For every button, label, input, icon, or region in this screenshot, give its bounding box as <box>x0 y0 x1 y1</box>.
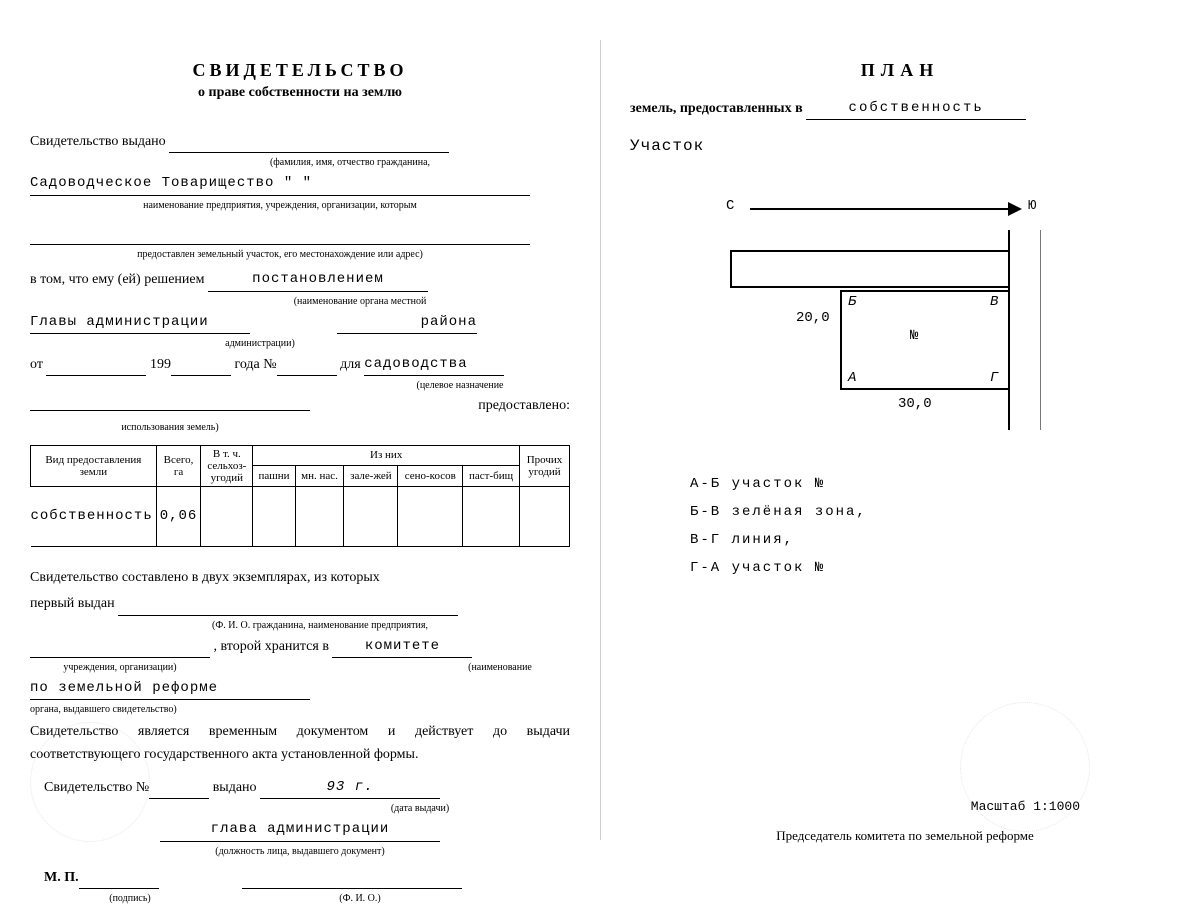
dim-30: 30,0 <box>898 396 932 412</box>
dim-20: 20,0 <box>796 310 830 326</box>
compass: С Ю <box>630 190 1170 230</box>
cert-title: СВИДЕТЕЛЬСТВО <box>30 60 570 81</box>
org-line: Садоводческое Товарищество " " <box>30 172 530 195</box>
admin-hint: администрации) <box>30 338 490 349</box>
point-v: В <box>990 294 998 310</box>
legend-item: В-Г линия, <box>690 526 1170 554</box>
chairman: Председатель комитета по земельной рефор… <box>640 828 1170 844</box>
position-hint: (должность лица, выдавшего документ) <box>160 846 440 857</box>
plan-diagram: Б В А Г 20,0 30,0 № <box>730 250 1070 430</box>
date-hint: (дата выдачи) <box>330 803 510 814</box>
compass-yu: Ю <box>1028 198 1036 214</box>
second-stored: , второй хранится в комитете <box>30 635 570 658</box>
certificate-page: СВИДЕТЕЛЬСТВО о праве собственности на з… <box>0 0 600 872</box>
organ-hint: органа, выдавшего свидетельство) <box>30 704 310 715</box>
use-hint: использования земель) <box>30 422 310 433</box>
fio-hint3: (Ф. И. О.) <box>250 893 470 904</box>
plot-label: Участок <box>630 134 1170 160</box>
legend-item: А-Б участок № <box>690 470 1170 498</box>
sign-hint: (подпись) <box>90 893 170 904</box>
decision-hint: (наименование органа местной <box>250 296 470 307</box>
fio-hint2: (Ф. И. О. гражданина, наименование предп… <box>150 620 490 631</box>
plot-no: № <box>910 328 918 344</box>
legend: А-Б участок № Б-В зелёная зона, В-Г лини… <box>690 470 1170 582</box>
admin-line: Главы администрации района <box>30 311 570 334</box>
naim-hint: (наименование <box>430 662 570 673</box>
legend-item: Б-В зелёная зона, <box>690 498 1170 526</box>
cert-subtitle: о праве собственности на землю <box>30 85 570 101</box>
provided-line: предоставлено: <box>30 395 570 417</box>
addr-hint: предоставлен земельный участок, его мест… <box>30 249 530 260</box>
point-g: Г <box>990 370 998 386</box>
plan-title: ПЛАН <box>630 60 1170 81</box>
plan-page: ПЛАН земель, предоставленных в собственн… <box>600 0 1200 872</box>
scale: Масштаб 1:1000 <box>971 799 1080 814</box>
point-b: Б <box>848 294 856 310</box>
head-admin: глава администрации <box>160 818 440 841</box>
mp-line: М. П. <box>30 867 570 889</box>
legend-item: Г-А участок № <box>690 554 1170 582</box>
issued-line: Свидетельство выдано <box>30 131 570 153</box>
road-vertical <box>1008 230 1010 430</box>
copies-1: Свидетельство составлено в двух экземпля… <box>30 567 570 589</box>
table-row: собственность 0,06 <box>31 486 570 546</box>
fio-hint: (фамилия, имя, отчество гражданина, <box>210 157 490 168</box>
issued-label: Свидетельство выдано <box>30 134 166 149</box>
point-a: А <box>848 370 856 386</box>
decision-line: в том, что ему (ей) решением постановлен… <box>30 268 570 291</box>
copies-2: первый выдан <box>30 593 570 615</box>
lands-line: земель, предоставленных в собственность <box>630 97 1170 120</box>
land-table: Вид предоставления земли Всего, га В т. … <box>30 445 570 547</box>
road-horizontal <box>730 250 1010 288</box>
stamp-icon <box>30 722 150 842</box>
org-hint2: учреждения, организации) <box>30 662 210 673</box>
purpose-hint: (целевое назначение <box>390 380 530 391</box>
date-line: от 199 года № для садоводства <box>30 353 570 376</box>
plot-rect <box>840 290 1010 390</box>
org-hint: наименование предприятия, учреждения, ор… <box>30 200 530 211</box>
compass-s: С <box>726 198 734 214</box>
land-reform: по земельной реформе <box>30 677 310 700</box>
road-vertical-2 <box>1040 230 1041 430</box>
